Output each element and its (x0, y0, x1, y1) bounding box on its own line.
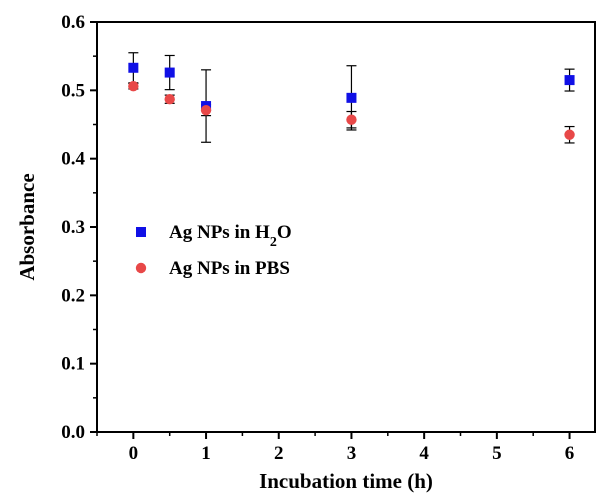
x-axis-ticks: 0 1 2 3 4 5 6 (96, 432, 575, 464)
data-point (128, 62, 139, 73)
data-point (564, 129, 575, 140)
legend-marker (136, 227, 146, 237)
x-tick-label: 5 (492, 443, 502, 464)
legend-label: Ag NPs in H2O (169, 222, 292, 250)
y-tick-label: 0.4 (61, 149, 85, 170)
data-point (346, 114, 357, 125)
x-tick-label: 1 (201, 443, 211, 464)
x-tick-label: 0 (129, 443, 139, 464)
y-tick-label: 0.5 (61, 80, 85, 101)
legend: Ag NPs in H2O Ag NPs in PBS (135, 222, 292, 279)
data-point (564, 75, 575, 86)
legend-label: Ag NPs in PBS (169, 258, 290, 279)
y-tick-label: 0.0 (61, 422, 85, 443)
data-point (200, 104, 212, 116)
data-points (128, 62, 575, 140)
y-axis-title: Absorbance (15, 173, 39, 280)
x-tick-label: 4 (419, 443, 429, 464)
x-tick-label: 6 (565, 443, 575, 464)
legend-marker (135, 262, 147, 274)
y-tick-label: 0.6 (61, 12, 85, 33)
x-tick-label: 2 (274, 443, 284, 464)
data-point (346, 92, 357, 103)
x-tick-label: 3 (347, 443, 357, 464)
data-point (128, 81, 139, 92)
y-tick-label: 0.3 (61, 217, 85, 238)
y-axis-ticks: 0.0 0.1 0.2 0.3 0.4 0.5 0.6 (61, 12, 97, 443)
data-point (164, 94, 175, 105)
y-tick-label: 0.2 (61, 285, 85, 306)
x-axis-title: Incubation time (h) (259, 469, 433, 493)
data-point (164, 67, 175, 78)
y-tick-label: 0.1 (61, 354, 85, 375)
